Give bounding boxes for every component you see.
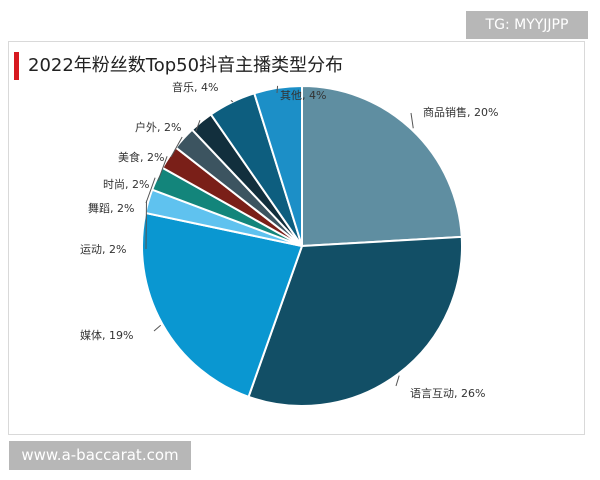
slice-label-2: 媒体, 19% xyxy=(80,328,133,342)
leader-line-0 xyxy=(410,112,414,129)
leader-line-2 xyxy=(153,324,162,332)
pie-slice-0 xyxy=(301,84,463,248)
leader-line-1 xyxy=(395,375,400,387)
leader-lines xyxy=(145,85,414,387)
leader-line-5 xyxy=(157,156,168,182)
pie-slice-1 xyxy=(247,235,463,407)
slice-label-1: 语言互动, 26% xyxy=(410,387,485,400)
slice-label-7: 户外, 2% xyxy=(135,120,181,134)
pie-slice-2 xyxy=(141,211,304,399)
pie-slices xyxy=(141,84,463,407)
slice-label-3: 运动, 2% xyxy=(80,243,126,256)
slice-label-0: 商品销售, 20% xyxy=(423,105,498,119)
slice-label-4: 舞蹈, 2% xyxy=(88,202,134,215)
slice-label-5: 时尚, 2% xyxy=(103,177,149,191)
leader-line-9 xyxy=(276,85,279,94)
slice-label-9: 其他, 4% xyxy=(280,89,326,102)
leader-line-4 xyxy=(145,177,156,204)
top-watermark: TG: MYYJJPP xyxy=(466,11,588,39)
leader-line-7 xyxy=(195,119,201,132)
slice-label-6: 美食, 2% xyxy=(118,150,164,164)
leader-line-6 xyxy=(170,136,183,158)
bottom-watermark: www.a-baccarat.com xyxy=(9,441,191,470)
slice-label-8: 音乐, 4% xyxy=(172,80,218,94)
leader-line-8 xyxy=(230,100,234,103)
title-accent-bar xyxy=(14,52,19,80)
slice-labels: 商品销售, 20% 语言互动, 26% 媒体, 19% 运动, 2% 舞蹈, 2% 时尚,… xyxy=(80,80,498,400)
chart-title: 2022年粉丝数Top50抖音主播类型分布 xyxy=(28,55,344,76)
